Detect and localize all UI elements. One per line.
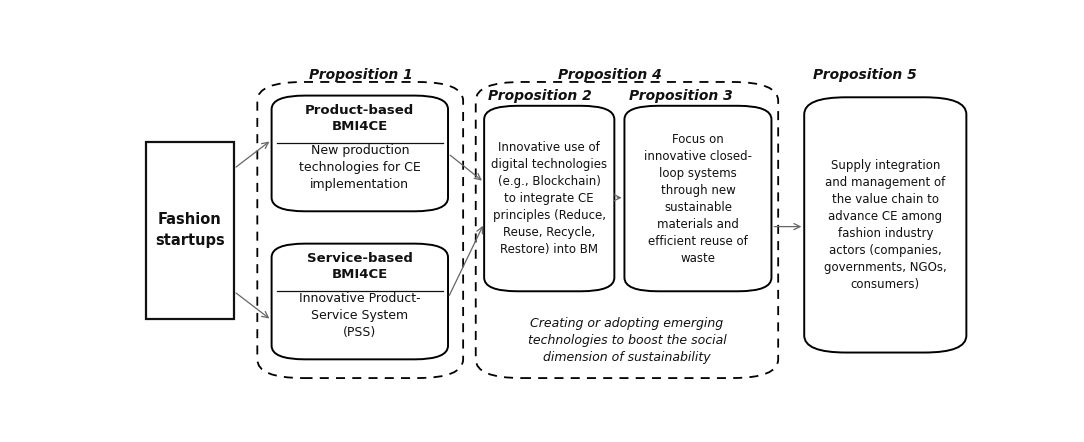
Text: Supply integration
and management of
the value chain to
advance CE among
fashion: Supply integration and management of the… bbox=[824, 159, 946, 291]
Text: Proposition 3: Proposition 3 bbox=[629, 88, 733, 103]
Text: Service-based
BMI4CE: Service-based BMI4CE bbox=[307, 252, 413, 281]
Text: Proposition 2: Proposition 2 bbox=[488, 88, 592, 103]
FancyBboxPatch shape bbox=[272, 95, 448, 211]
Text: Fashion
startups: Fashion startups bbox=[155, 212, 224, 248]
Text: Innovative use of
digital technologies
(e.g., Blockchain)
to integrate CE
princi: Innovative use of digital technologies (… bbox=[491, 141, 607, 256]
FancyBboxPatch shape bbox=[257, 82, 463, 378]
Text: Proposition 5: Proposition 5 bbox=[813, 68, 917, 82]
Text: Creating or adopting emerging
technologies to boost the social
dimension of sust: Creating or adopting emerging technologi… bbox=[528, 317, 726, 364]
Text: Product-based
BMI4CE: Product-based BMI4CE bbox=[306, 104, 414, 133]
Bar bbox=[145, 141, 234, 319]
FancyBboxPatch shape bbox=[272, 244, 448, 359]
FancyBboxPatch shape bbox=[485, 106, 615, 291]
FancyBboxPatch shape bbox=[804, 97, 966, 353]
Text: New production
technologies for CE
implementation: New production technologies for CE imple… bbox=[299, 144, 421, 191]
FancyBboxPatch shape bbox=[476, 82, 778, 378]
Text: Proposition 4: Proposition 4 bbox=[558, 68, 662, 82]
Text: Innovative Product-
Service System
(PSS): Innovative Product- Service System (PSS) bbox=[299, 292, 421, 339]
Text: Proposition 1: Proposition 1 bbox=[309, 68, 413, 82]
Text: Focus on
innovative closed-
loop systems
through new
sustainable
materials and
e: Focus on innovative closed- loop systems… bbox=[644, 133, 752, 264]
FancyBboxPatch shape bbox=[624, 106, 772, 291]
